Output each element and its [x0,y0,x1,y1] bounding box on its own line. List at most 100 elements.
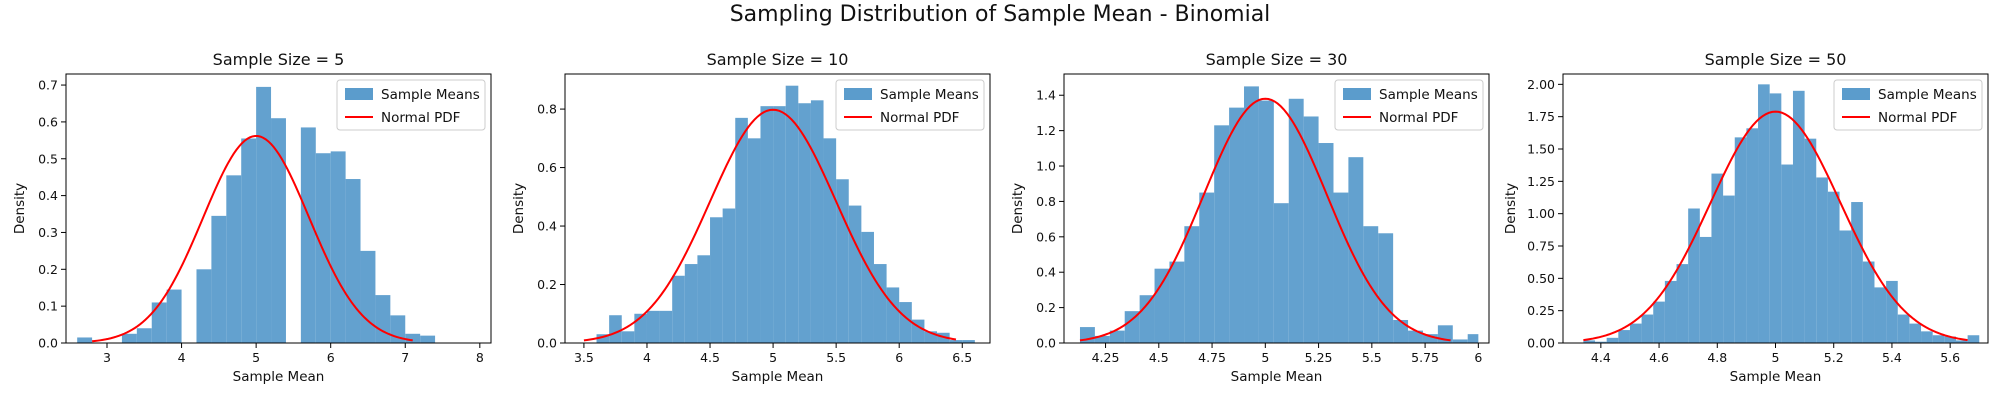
histogram-bar [330,151,346,343]
y-axis-label: Density [1503,183,1519,234]
histogram-bar [1452,339,1468,343]
histogram-bar [596,334,610,343]
histogram-bar [609,315,622,343]
x-tick-label: 6 [895,350,903,365]
x-tick-label: 5.5 [826,350,846,365]
histogram-bar [420,335,436,343]
histogram-bar [151,302,167,343]
x-tick-label: 4 [643,350,651,365]
y-tick-label: 0.4 [537,219,557,234]
histogram-bar [1804,138,1817,343]
y-tick-label: 1.75 [1527,109,1555,124]
x-axis-label: Sample Mean [1231,369,1323,385]
x-tick-label: 5.5 [1362,350,1382,365]
x-tick-label: 6 [1474,350,1482,365]
histogram-bar [1664,280,1677,343]
histogram-bar [861,231,874,343]
histogram-bar [1422,334,1438,343]
x-tick-label: 4.25 [1092,350,1120,365]
x-tick-label: 5.2 [1824,350,1844,365]
x-tick-label: 4.5 [1149,350,1169,365]
histogram-bar [1258,100,1274,343]
y-tick-label: 1.4 [1036,88,1056,103]
histogram-bar [1595,341,1607,343]
histogram-bar [271,118,286,343]
histogram-bar [77,337,93,343]
histogram-bar [684,264,698,343]
legend: Sample Means Normal PDF [835,79,985,131]
histogram-bar [672,275,685,343]
histogram-bar [722,208,736,343]
chart-panel-4: Sample Size = 50 4.4 4.6 4.8 5 5.2 5.4 5.6 0.00 0… [1503,50,1989,385]
y-tick-label: 1.0 [1036,159,1056,174]
y-tick-label: 0.2 [38,262,58,277]
normal-pdf-line [1583,110,1968,342]
histogram-bar [1618,330,1630,343]
legend-label: Sample Means [880,87,979,103]
legend-label: Sample Means [1878,87,1977,103]
histogram-bar [1229,107,1245,343]
y-tick-label: 0.4 [38,188,58,203]
histogram-bar [136,328,152,343]
histogram-bar [1676,264,1689,343]
histogram-bar [924,331,938,343]
histogram-bar [785,85,799,344]
histogram-bar [1273,203,1289,343]
y-tick-label: 0.3 [38,225,58,240]
y-tick-label: 1.00 [1527,206,1555,221]
histogram-bar [1699,236,1712,343]
chart-title: Sample Size = 50 [1705,50,1847,69]
histogram-bar [621,331,635,343]
x-axis-label: Sample Mean [1730,369,1822,385]
histogram-bar [823,138,837,343]
x-axis-label: Sample Mean [233,369,325,385]
histogram-bar [1723,195,1735,343]
y-tick-label: 0.0 [537,336,557,351]
histogram-bar [345,179,361,343]
legend-swatch-bars [1343,88,1371,100]
histogram-bar [1109,330,1125,343]
x-tick-label: 3.5 [574,350,594,365]
y-tick-label: 2.00 [1527,77,1555,92]
x-tick-label: 5.25 [1305,350,1333,365]
histogram-bar [1862,261,1875,343]
legend-box [835,79,985,131]
histogram-bar [1711,173,1724,343]
y-tick-label: 0.6 [38,114,58,129]
histogram-bar [1154,268,1170,343]
x-tick-label: 7 [401,350,409,365]
histogram-bar [375,295,391,343]
x-tick-label: 8 [476,350,484,365]
legend-label: Normal PDF [381,110,460,126]
histogram-bar [1169,261,1185,343]
legend-swatch-bars [844,88,872,100]
histogram-bar [1641,314,1654,343]
histogram-bar [1583,340,1596,343]
y-tick-label: 0.75 [1527,239,1555,254]
x-tick-label: 5.6 [1940,350,1960,365]
histogram-bar [899,302,912,343]
x-tick-label: 5 [1261,350,1269,365]
x-tick-label: 6.5 [952,350,972,365]
histogram-bar [1139,295,1155,343]
histogram-bar [1816,177,1828,343]
histogram-bar [1967,335,1980,343]
histogram-bar [848,205,862,343]
histogram-bar [1606,337,1619,343]
histogram-bar [1874,287,1887,343]
histogram-bar [226,175,242,343]
x-tick-label: 5 [769,350,777,365]
y-tick-label: 0.8 [1036,194,1056,209]
histogram-bar [1303,116,1319,343]
histogram-bar [1746,128,1759,343]
histogram-bar [1467,334,1479,343]
legend-label: Sample Means [381,87,480,103]
histogram-bar [1288,98,1304,344]
legend: Sample Means Normal PDF [336,79,486,131]
normal-pdf-line [1079,97,1451,342]
histogram-bar [1886,280,1898,343]
y-tick-label: 1.50 [1527,142,1555,157]
chart-panel-3: Sample Size = 30 4.25 4.5 4.75 5 5.25 5.5 5.75 6… [1010,50,1490,385]
histogram-bar [962,340,975,343]
histogram-bar [798,103,811,343]
